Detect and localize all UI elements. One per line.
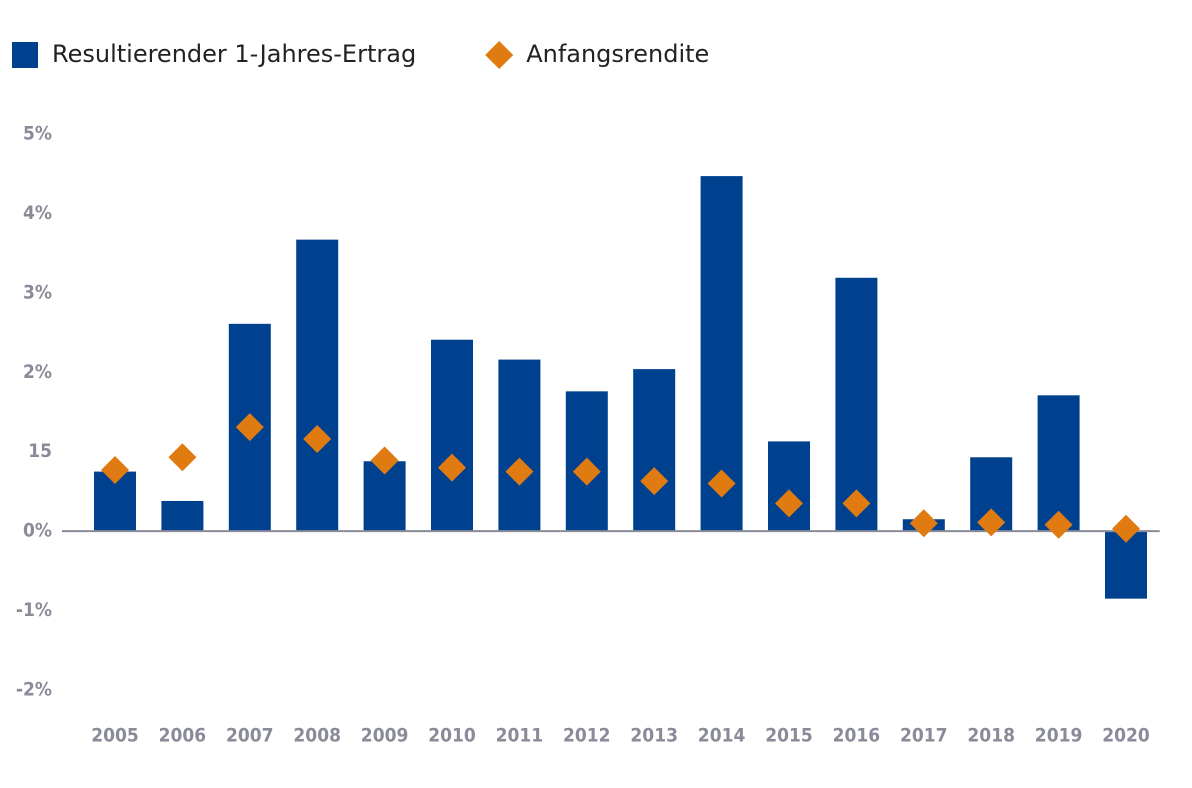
x-tick-label: 2008 [293,725,341,747]
bar [1037,395,1080,532]
bar [296,239,339,532]
marker [909,509,938,538]
bar [835,277,878,532]
x-tick-label: 2013 [630,725,678,747]
marker [370,446,399,475]
bar [431,339,473,532]
marker [438,453,466,482]
marker [707,469,736,498]
marker [842,489,871,518]
x-tick-label: 2017 [900,725,948,747]
marker [101,455,129,484]
marker [775,489,803,518]
marker [1112,514,1140,543]
y-tick-label: -2% [16,679,52,701]
marker [235,413,264,442]
x-tick-label: 2009 [361,725,409,747]
y-tick-label: 15 [28,440,52,462]
x-tick-label: 2015 [765,725,813,747]
x-tick-label: 2014 [698,725,746,747]
x-tick-label: 2018 [967,725,1015,747]
y-tick-label: 3% [23,281,52,303]
y-tick-label: 5% [23,123,52,145]
bar [161,500,204,532]
x-tick-label: 2007 [226,725,274,747]
marker [168,443,197,472]
marker [640,467,669,496]
bar [633,369,676,532]
marker [572,457,601,486]
x-tick-label: 2006 [159,725,207,747]
bar [498,359,541,532]
x-tick-label: 2005 [91,725,139,747]
legend-swatch [485,41,514,69]
legend-label: Resultierender 1-Jahres-Ertrag [52,40,416,68]
bar [768,441,810,532]
marker [1044,510,1073,539]
y-tick-label: 0% [23,520,52,542]
x-tick-label: 2010 [428,725,476,747]
marker [977,508,1006,537]
marker [505,457,534,486]
x-tick-label: 2012 [563,725,611,747]
x-tick-label: 2020 [1102,725,1150,747]
x-tick-label: 2016 [833,725,881,747]
legend-label: Anfangsrendite [526,40,709,68]
y-tick-label: 4% [23,202,52,224]
legend-swatch [12,42,38,68]
marker [303,425,332,454]
x-tick-label: 2011 [496,725,544,747]
y-tick-label: -1% [16,599,52,621]
x-tick-label: 2019 [1035,725,1083,747]
y-tick-label: 2% [23,361,52,383]
